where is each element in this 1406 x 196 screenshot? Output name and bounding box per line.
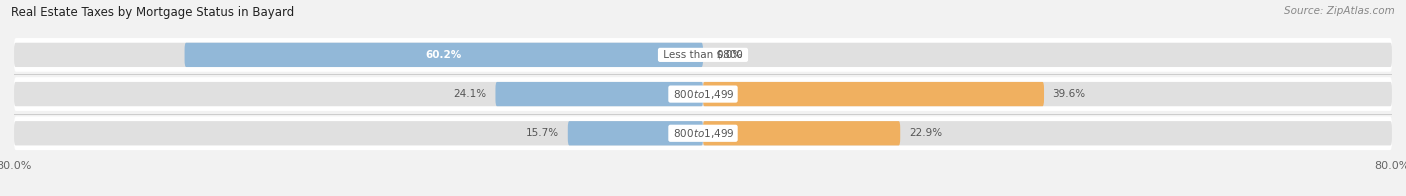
Text: Less than $800: Less than $800	[659, 50, 747, 60]
FancyBboxPatch shape	[14, 43, 1392, 67]
FancyBboxPatch shape	[495, 82, 703, 106]
FancyBboxPatch shape	[184, 43, 703, 67]
FancyBboxPatch shape	[14, 77, 1392, 111]
Text: 22.9%: 22.9%	[908, 128, 942, 138]
Text: 15.7%: 15.7%	[526, 128, 560, 138]
FancyBboxPatch shape	[568, 121, 703, 145]
Text: 39.6%: 39.6%	[1053, 89, 1085, 99]
FancyBboxPatch shape	[703, 121, 900, 145]
FancyBboxPatch shape	[14, 121, 1392, 145]
Text: $800 to $1,499: $800 to $1,499	[671, 127, 735, 140]
Text: 24.1%: 24.1%	[454, 89, 486, 99]
FancyBboxPatch shape	[14, 82, 1392, 106]
Text: $800 to $1,499: $800 to $1,499	[671, 88, 735, 101]
Text: 60.2%: 60.2%	[426, 50, 463, 60]
Text: Source: ZipAtlas.com: Source: ZipAtlas.com	[1284, 6, 1395, 16]
FancyBboxPatch shape	[14, 116, 1392, 150]
Text: Real Estate Taxes by Mortgage Status in Bayard: Real Estate Taxes by Mortgage Status in …	[11, 6, 294, 19]
FancyBboxPatch shape	[703, 82, 1045, 106]
Text: 0.0%: 0.0%	[716, 50, 742, 60]
FancyBboxPatch shape	[14, 38, 1392, 72]
